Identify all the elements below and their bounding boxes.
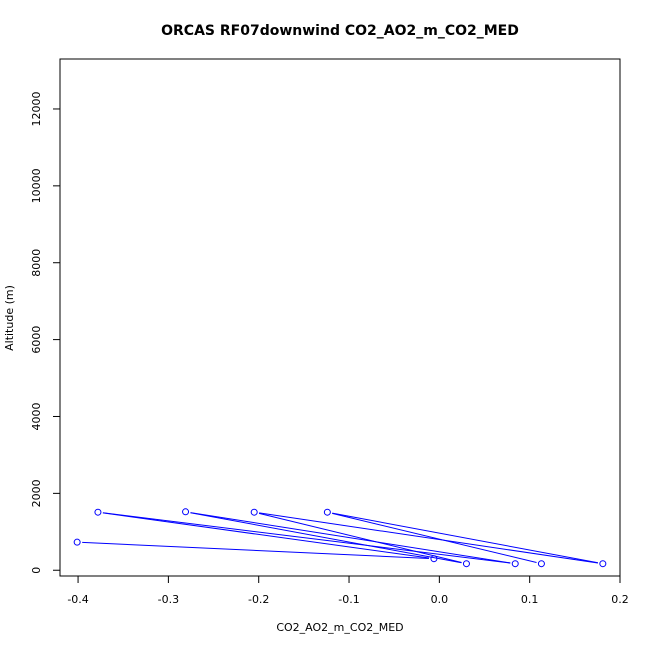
data-point [182,508,190,516]
x-tick-label: -0.4 [67,593,88,606]
series-line-segment [190,512,462,564]
series-line-segment [258,512,462,564]
series-line-segment [102,512,511,564]
series-line-segment [332,512,599,564]
series-line-segment [259,512,598,564]
series-line-segment [190,512,511,564]
x-tick-label: 0.1 [521,593,539,606]
x-axis: -0.4 -0.3 -0.2 -0.1 0.0 0.1 0.2 [67,575,629,606]
data-point [462,560,470,568]
x-axis-label: CO2_AO2_m_CO2_MED [276,621,403,634]
plot-frame [59,58,621,577]
y-tick-label: 0 [30,567,43,574]
x-tick-label: -0.3 [158,593,179,606]
data-series [73,508,607,568]
y-tick-label: 10000 [30,168,43,203]
y-tick-label: 2000 [30,479,43,507]
data-point [430,555,438,563]
data-point [94,508,102,516]
series-line-segment [332,512,537,564]
series-line-segment [102,512,430,559]
data-point [250,508,258,516]
data-point [73,538,81,546]
y-tick-label: 4000 [30,402,43,430]
data-point [323,508,331,516]
series-line-segment [82,541,429,559]
y-tick-label: 12000 [30,91,43,126]
x-tick-label: -0.1 [338,593,359,606]
x-tick-label: 0.0 [431,593,449,606]
y-tick-label: 8000 [30,249,43,277]
data-point [599,560,607,568]
data-point [537,560,545,568]
y-axis: 0 2000 4000 6000 8000 10000 12000 [30,91,61,574]
x-tick-label: 0.2 [611,593,629,606]
x-tick-label: -0.2 [248,593,269,606]
chart-title: ORCAS RF07downwind CO2_AO2_m_CO2_MED [161,23,519,39]
y-axis-label: Altitude (m) [3,285,16,351]
y-tick-label: 6000 [30,326,43,354]
data-point [511,560,519,568]
